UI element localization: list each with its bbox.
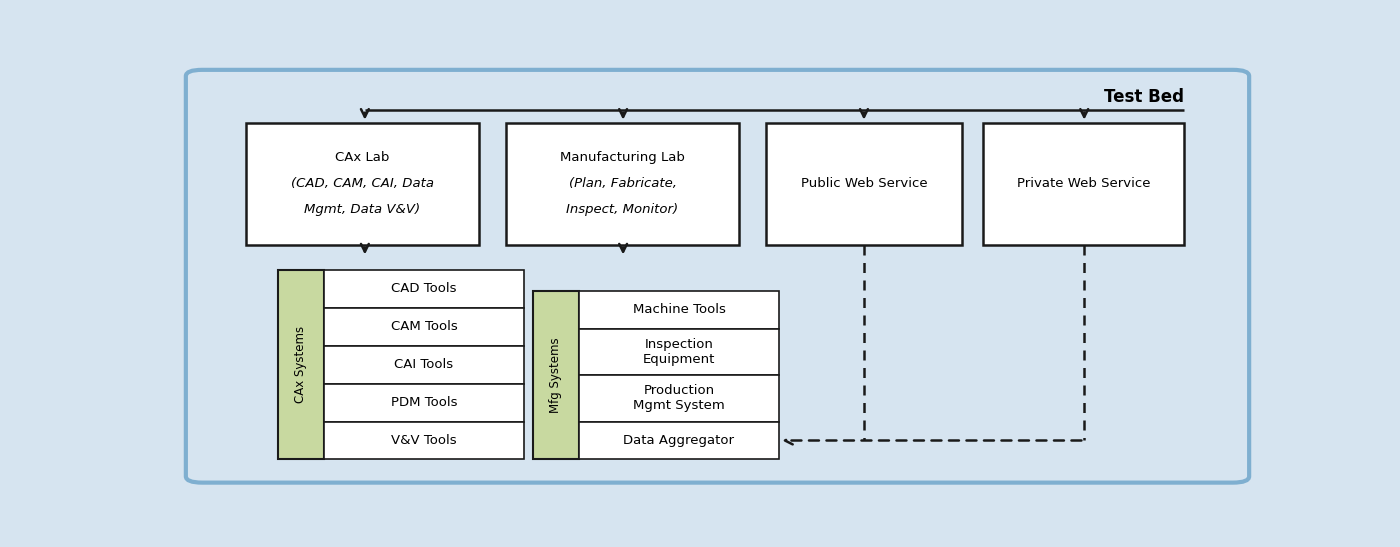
Bar	[323, 422, 525, 459]
Bar	[578, 329, 780, 375]
Bar	[323, 346, 525, 383]
Bar	[766, 123, 962, 245]
Text: Inspect, Monitor): Inspect, Monitor)	[567, 203, 679, 216]
Bar	[505, 123, 739, 245]
Text: Production
Mgmt System: Production Mgmt System	[633, 385, 725, 412]
Text: CAI Tools: CAI Tools	[395, 358, 454, 371]
Text: Mgmt, Data V&V): Mgmt, Data V&V)	[304, 203, 420, 216]
Text: CAx Systems: CAx Systems	[294, 326, 308, 403]
Bar	[578, 291, 780, 329]
Bar	[578, 375, 780, 422]
Text: PDM Tools: PDM Tools	[391, 396, 458, 409]
Bar	[245, 123, 479, 245]
Text: (CAD, CAM, CAI, Data: (CAD, CAM, CAI, Data	[291, 177, 434, 190]
Bar	[279, 270, 323, 459]
Text: CAM Tools: CAM Tools	[391, 321, 458, 333]
Text: Mfg Systems: Mfg Systems	[549, 337, 563, 413]
Text: Private Web Service: Private Web Service	[1016, 177, 1151, 190]
Text: CAx Lab: CAx Lab	[335, 151, 389, 164]
FancyBboxPatch shape	[186, 70, 1249, 482]
Text: Public Web Service: Public Web Service	[801, 177, 927, 190]
Bar	[533, 291, 578, 459]
Text: V&V Tools: V&V Tools	[391, 434, 456, 447]
Text: Data Aggregator: Data Aggregator	[623, 434, 735, 447]
Bar	[323, 308, 525, 346]
Text: Machine Tools: Machine Tools	[633, 304, 725, 316]
Bar	[983, 123, 1184, 245]
Text: CAD Tools: CAD Tools	[391, 282, 456, 295]
Text: Test Bed: Test Bed	[1105, 89, 1184, 107]
Bar	[323, 383, 525, 422]
Text: Manufacturing Lab: Manufacturing Lab	[560, 151, 685, 164]
Text: Inspection
Equipment: Inspection Equipment	[643, 338, 715, 366]
Bar	[323, 270, 525, 308]
Text: (Plan, Fabricate,: (Plan, Fabricate,	[568, 177, 676, 190]
Bar	[578, 422, 780, 459]
